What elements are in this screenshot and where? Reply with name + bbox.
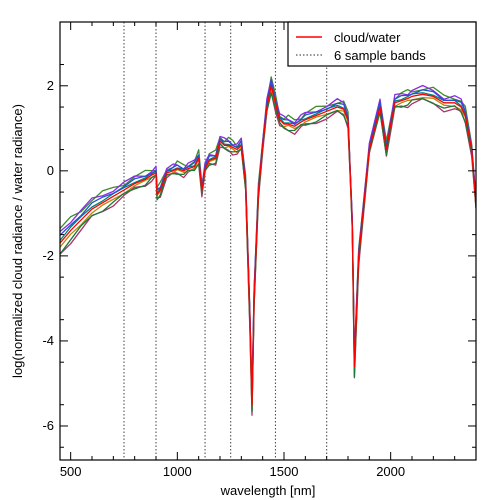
y-axis-title: log(normalized cloud radiance / water ra… bbox=[10, 104, 25, 378]
x-tick-label: 500 bbox=[60, 464, 82, 479]
x-axis-title: wavelength [nm] bbox=[220, 483, 316, 498]
x-axis: 500 1000 1500 2000 bbox=[60, 22, 456, 479]
y-tick-label: -6 bbox=[42, 418, 54, 433]
x-tick-label: 2000 bbox=[376, 464, 405, 479]
y-tick-label: -2 bbox=[42, 248, 54, 263]
y-tick-label: -4 bbox=[42, 333, 54, 348]
plot-area bbox=[60, 22, 476, 460]
plot-frame bbox=[59, 21, 477, 461]
x-tick-label: 1000 bbox=[163, 464, 192, 479]
legend-box bbox=[287, 21, 477, 67]
sample-band-lines bbox=[123, 22, 328, 460]
y-tick-label: 0 bbox=[47, 163, 54, 178]
legend-label-sample-bands: 6 sample bands bbox=[334, 48, 426, 63]
series-line bbox=[60, 85, 476, 406]
series-lines bbox=[60, 76, 476, 416]
y-tick-label: 2 bbox=[47, 78, 54, 93]
legend-label-cloud-water: cloud/water bbox=[334, 30, 401, 45]
legend: cloud/water 6 sample bands bbox=[287, 21, 477, 67]
x-tick-label: 1500 bbox=[270, 464, 299, 479]
